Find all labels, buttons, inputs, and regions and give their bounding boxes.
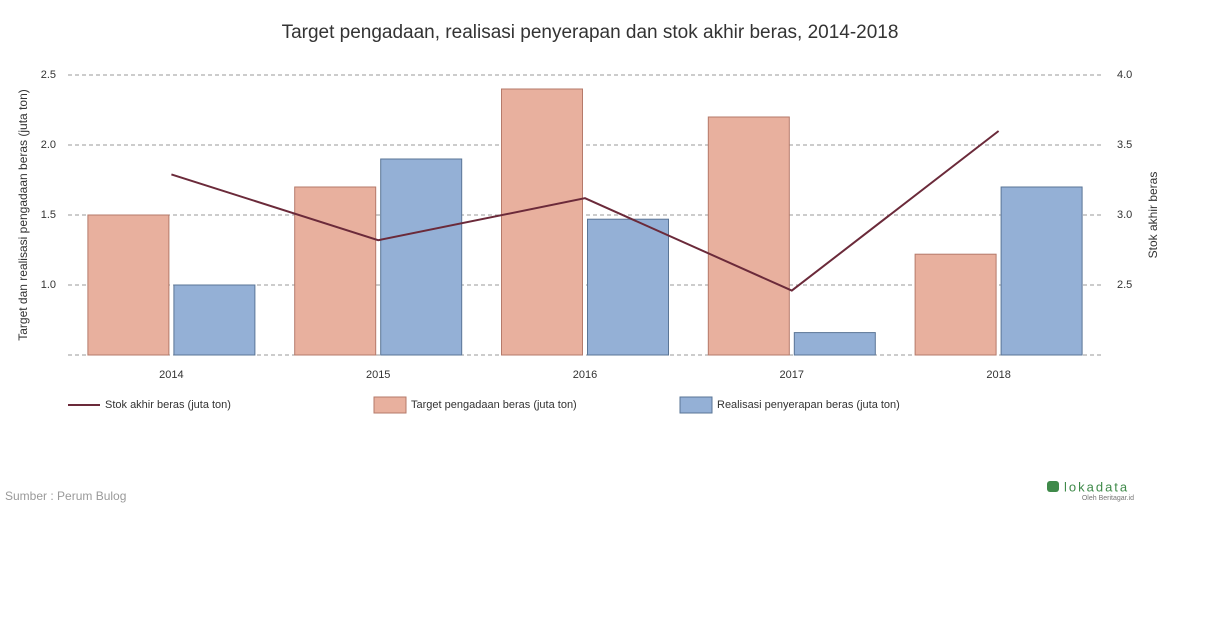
y2-tick-label: 2.5	[1117, 279, 1132, 291]
y-tick-label: 1.5	[41, 209, 56, 221]
y2-tick-label: 4.0	[1117, 69, 1132, 81]
x-tick-label: 2015	[366, 369, 390, 381]
bar	[87, 214, 170, 356]
y-tick-label: 1.0	[41, 279, 56, 291]
legend-swatch	[679, 396, 713, 414]
bar	[793, 332, 876, 356]
logo-icon	[1047, 481, 1059, 492]
logo: lokadata	[1064, 479, 1129, 494]
source: Sumber : Perum Bulog	[5, 489, 126, 503]
legend-label: Stok akhir beras (juta ton)	[105, 399, 231, 411]
y2-axis-label: Stok akhir beras	[1146, 172, 1160, 259]
legend-swatch	[373, 396, 407, 414]
y-axis-label: Target dan realisasi pengadaan beras (ju…	[16, 89, 30, 341]
bar	[501, 88, 583, 356]
bar	[914, 253, 997, 356]
bar	[707, 116, 790, 356]
chart-title: Target pengadaan, realisasi penyerapan d…	[282, 22, 899, 43]
legend-label: Realisasi penyerapan beras (juta ton)	[717, 399, 900, 411]
x-tick-label: 2016	[573, 369, 597, 381]
x-tick-label: 2014	[159, 369, 183, 381]
bar	[294, 186, 377, 356]
bar	[173, 284, 256, 356]
bar	[380, 158, 463, 356]
legend-label: Target pengadaan beras (juta ton)	[411, 399, 577, 411]
x-tick-label: 2017	[780, 369, 804, 381]
y2-tick-label: 3.0	[1117, 209, 1132, 221]
x-tick-label: 2018	[986, 369, 1010, 381]
logo-byline: Oleh Beritagar.id	[1082, 495, 1134, 502]
y-tick-label: 2.0	[41, 139, 56, 151]
bar	[1000, 186, 1083, 356]
y-tick-label: 2.5	[41, 69, 56, 81]
line	[171, 130, 1000, 292]
y2-tick-label: 3.5	[1117, 139, 1132, 151]
bar	[587, 218, 669, 356]
